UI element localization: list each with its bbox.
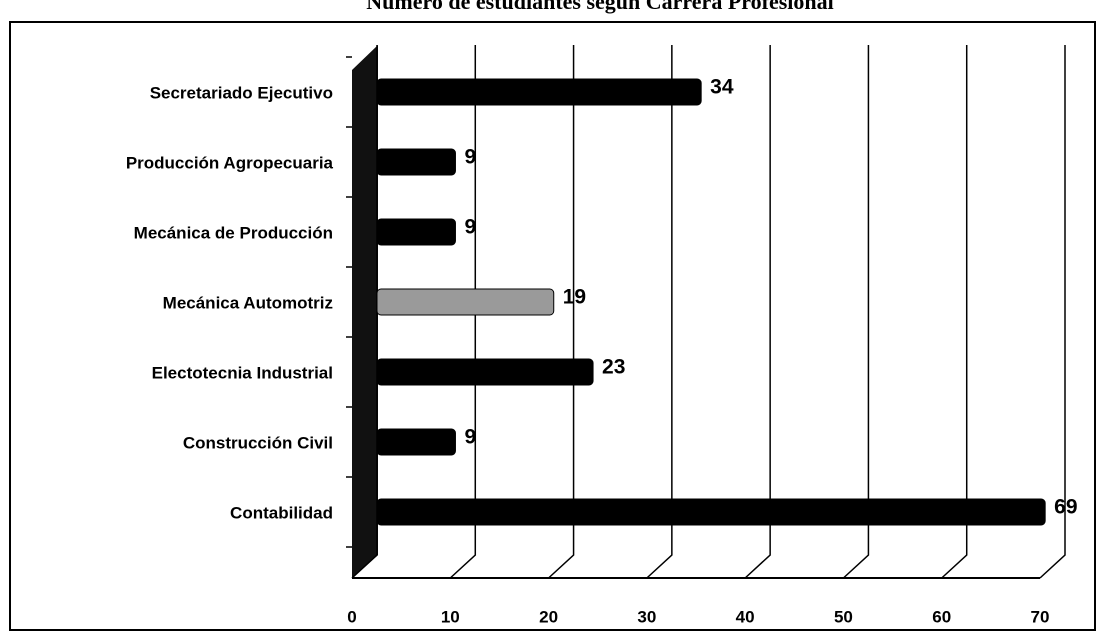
value-label: 9 bbox=[464, 426, 476, 449]
category-label: Secretariado Ejecutivo bbox=[150, 83, 333, 102]
bar bbox=[376, 218, 456, 246]
grid-line bbox=[744, 45, 771, 579]
grid-line bbox=[646, 45, 673, 579]
x-tick-label: 0 bbox=[347, 607, 356, 626]
bar bbox=[376, 358, 594, 386]
value-label: 69 bbox=[1054, 496, 1077, 519]
value-label: 9 bbox=[464, 146, 476, 169]
grid-line bbox=[548, 45, 575, 579]
category-label: Contabilidad bbox=[230, 503, 333, 522]
grid-line bbox=[351, 45, 378, 579]
category-label: Mecánica de Producción bbox=[134, 223, 333, 242]
frame bbox=[9, 21, 1096, 631]
grid-line bbox=[449, 45, 477, 579]
bar bbox=[376, 148, 456, 176]
value-label: 23 bbox=[602, 356, 625, 379]
x-tick-label: 20 bbox=[539, 607, 558, 626]
category-label: Mecánica Automotriz bbox=[163, 293, 333, 312]
x-tick-label: 30 bbox=[637, 607, 656, 626]
category-label: Producción Agropecuaria bbox=[126, 153, 334, 172]
x-tick-label: 60 bbox=[932, 607, 951, 626]
category-label: Construcción Civil bbox=[183, 433, 333, 452]
side-wall bbox=[352, 45, 378, 578]
value-label: 34 bbox=[710, 76, 734, 99]
bar bbox=[376, 288, 555, 316]
bar bbox=[376, 78, 702, 106]
x-tick-label: 70 bbox=[1031, 607, 1050, 626]
value-label: 9 bbox=[464, 216, 476, 239]
chart-title: Número de estudiantes según Carrera Prof… bbox=[366, 0, 833, 14]
grid-line bbox=[1039, 45, 1066, 579]
grid-line bbox=[842, 45, 870, 579]
bar bbox=[376, 498, 1046, 526]
grid-line bbox=[941, 45, 968, 579]
category-label: Electotecnia Industrial bbox=[152, 363, 333, 382]
x-tick-label: 40 bbox=[736, 607, 755, 626]
bar bbox=[376, 428, 456, 456]
value-label: 19 bbox=[563, 286, 586, 309]
x-tick-label: 10 bbox=[441, 607, 460, 626]
x-tick-label: 50 bbox=[834, 607, 853, 626]
